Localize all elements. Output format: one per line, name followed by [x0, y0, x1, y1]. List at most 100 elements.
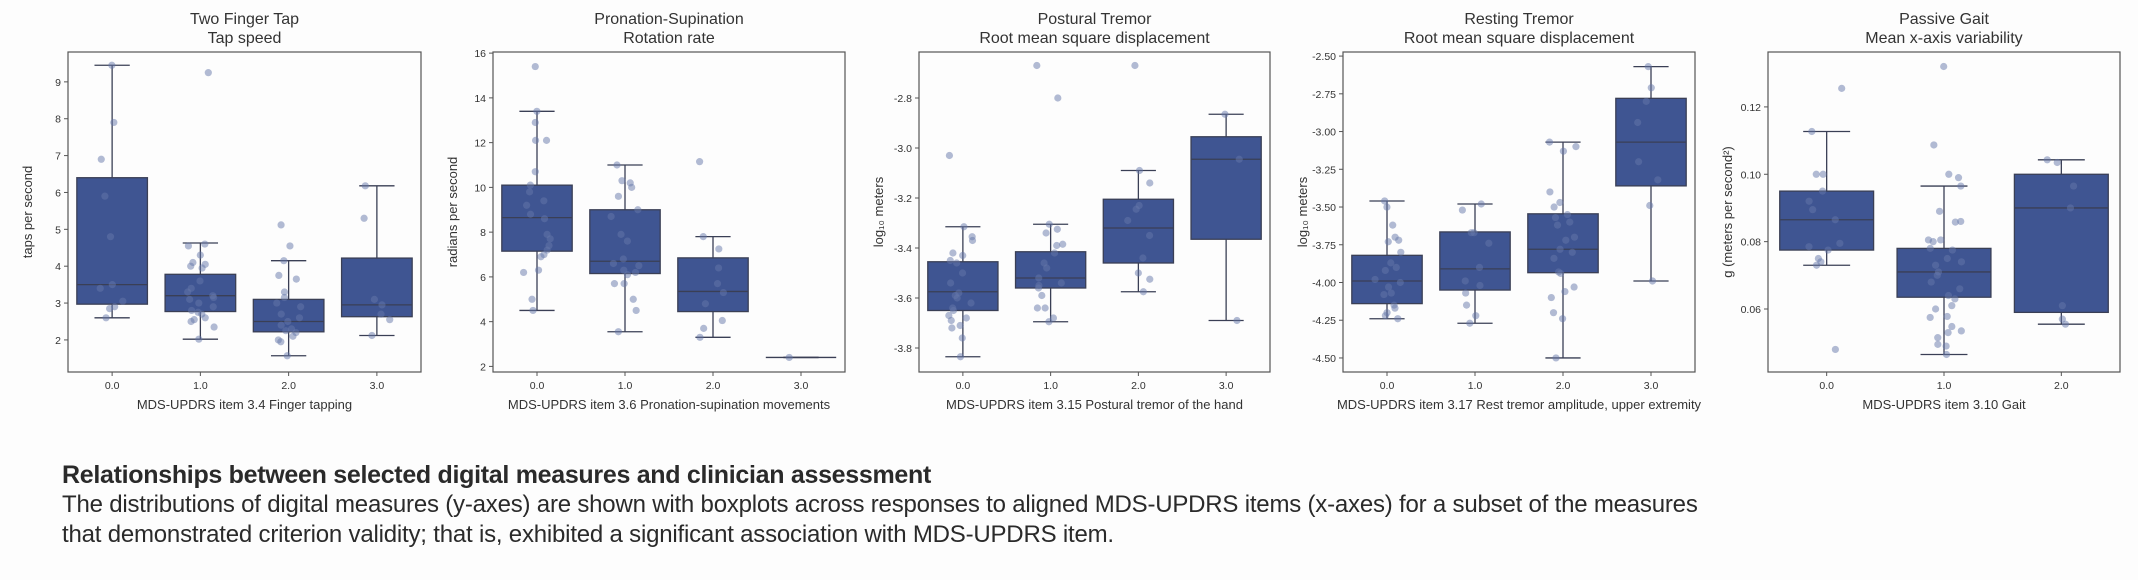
data-point — [1033, 61, 1041, 70]
data-point — [1808, 127, 1816, 136]
data-point — [1812, 170, 1820, 178]
data-point — [196, 277, 204, 285]
box-2.0 — [2013, 156, 2109, 328]
data-point — [715, 245, 723, 253]
y-axis-label: log₁₀ meters — [1295, 176, 1310, 247]
axes-frame — [1767, 51, 2121, 373]
data-point — [1550, 203, 1558, 211]
chart-title-line: Root mean square displacement — [1404, 30, 1635, 47]
data-point — [1552, 354, 1560, 362]
caption-body-line-2: that demonstrated criterion validity; th… — [62, 521, 1114, 548]
box-iqr — [1190, 136, 1262, 240]
data-point — [1812, 261, 1821, 269]
data-point — [1926, 244, 1934, 252]
data-point — [1933, 271, 1941, 279]
data-point — [1475, 263, 1484, 271]
data-point — [280, 293, 288, 302]
data-point — [540, 197, 548, 205]
data-point — [1397, 248, 1405, 256]
data-point — [534, 266, 543, 274]
data-point — [286, 242, 294, 250]
data-point — [1134, 269, 1142, 277]
data-point — [714, 264, 723, 272]
data-point — [1132, 205, 1140, 213]
y-tick-label: -3.75 — [1312, 240, 1336, 252]
data-point — [1462, 301, 1471, 309]
data-point — [1838, 84, 1846, 92]
data-point — [962, 314, 970, 322]
data-point — [275, 271, 283, 280]
data-point — [101, 192, 109, 200]
data-point — [1931, 261, 1940, 269]
data-point — [1466, 319, 1474, 327]
data-point — [361, 182, 369, 190]
data-point — [1053, 241, 1061, 250]
y-axis-label: taps per second — [20, 166, 35, 259]
data-point — [1135, 166, 1144, 175]
box-iqr — [589, 209, 661, 275]
y-tick-label: -3.4 — [894, 243, 912, 255]
data-point — [1831, 216, 1839, 224]
data-point — [542, 136, 551, 144]
data-point — [198, 264, 206, 272]
data-point — [370, 295, 378, 303]
data-point — [1547, 293, 1555, 302]
data-point — [1391, 304, 1399, 312]
data-point — [1945, 170, 1953, 178]
y-tick-label: 3 — [55, 298, 61, 310]
y-tick-label: -3.8 — [894, 343, 912, 355]
chart-title-line: Rotation rate — [623, 30, 715, 47]
data-point — [1045, 318, 1053, 326]
data-point — [956, 353, 965, 361]
box-iqr — [1014, 251, 1087, 289]
box-iqr — [1896, 247, 1992, 298]
data-point — [2053, 158, 2061, 167]
figure-caption: Relationships between selected digital m… — [62, 460, 2122, 550]
data-point — [531, 168, 539, 176]
y-axis-label: g (meters per second²) — [1720, 146, 1735, 278]
data-point — [1545, 138, 1554, 146]
data-point — [1943, 254, 1951, 263]
data-point — [1053, 225, 1061, 233]
data-point — [1926, 313, 1934, 322]
data-point — [1934, 340, 1942, 348]
data-point — [1818, 187, 1827, 195]
data-point — [1461, 277, 1469, 285]
data-point — [634, 206, 642, 214]
data-point — [1387, 259, 1395, 267]
data-point — [953, 294, 961, 302]
data-point — [629, 295, 637, 303]
y-tick-label: 16 — [474, 48, 486, 60]
data-point — [2061, 320, 2070, 328]
data-point — [1948, 246, 1957, 254]
chart-title-line: Passive Gait — [1899, 11, 1989, 28]
data-point — [1654, 176, 1662, 184]
data-point — [1035, 274, 1043, 282]
data-point — [1470, 229, 1478, 237]
x-tick-label: 2.0 — [281, 380, 296, 392]
data-point — [184, 288, 192, 296]
data-point — [1394, 315, 1402, 323]
data-point — [1221, 110, 1229, 118]
data-point — [1559, 147, 1568, 155]
y-tick-label: -2.75 — [1312, 89, 1336, 101]
data-point — [277, 321, 285, 329]
data-point — [529, 306, 537, 315]
data-point — [1389, 221, 1397, 229]
data-point — [1146, 275, 1154, 283]
data-point — [526, 210, 535, 218]
y-tick-label: -3.6 — [894, 293, 912, 305]
box-2.0 — [1527, 138, 1599, 362]
data-point — [947, 279, 955, 287]
data-point — [110, 118, 118, 127]
y-tick-label: 9 — [55, 77, 61, 89]
data-point — [277, 221, 285, 229]
x-tick-label: 3.0 — [794, 380, 809, 392]
data-point — [1644, 63, 1652, 71]
data-point — [1383, 203, 1391, 211]
data-point — [947, 316, 955, 325]
data-point — [958, 269, 967, 277]
data-point — [1570, 233, 1579, 241]
data-point — [949, 306, 958, 315]
box-3.0 — [765, 353, 837, 362]
